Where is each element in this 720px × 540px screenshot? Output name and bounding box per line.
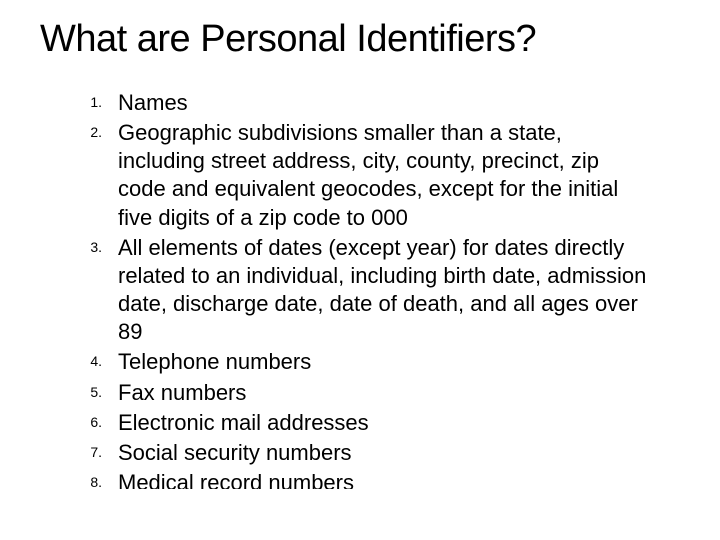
list-item: 3. All elements of dates (except year) f… (88, 234, 650, 347)
list-item: 6. Electronic mail addresses (88, 409, 650, 437)
item-number: 8. (88, 469, 118, 489)
slide-container: What are Personal Identifiers? 1. Names … (0, 0, 720, 489)
item-number: 3. (88, 234, 118, 255)
list-item: 4. Telephone numbers (88, 348, 650, 376)
item-text: Geographic subdivisions smaller than a s… (118, 119, 650, 232)
item-text: Fax numbers (118, 379, 650, 407)
item-text: All elements of dates (except year) for … (118, 234, 650, 347)
item-number: 7. (88, 439, 118, 460)
item-text: Medical record numbers (118, 469, 650, 489)
item-number: 5. (88, 379, 118, 400)
list-item: 7. Social security numbers (88, 439, 650, 467)
item-text: Electronic mail addresses (118, 409, 650, 437)
list-item: 1. Names (88, 89, 650, 117)
item-number: 4. (88, 348, 118, 369)
item-number: 2. (88, 119, 118, 140)
list-item: 2. Geographic subdivisions smaller than … (88, 119, 650, 232)
item-text: Names (118, 89, 650, 117)
identifier-list: 1. Names 2. Geographic subdivisions smal… (40, 89, 680, 489)
item-text: Telephone numbers (118, 348, 650, 376)
item-text: Social security numbers (118, 439, 650, 467)
slide-title: What are Personal Identifiers? (40, 18, 680, 61)
list-item: 8. Medical record numbers (88, 469, 650, 489)
list-item: 5. Fax numbers (88, 379, 650, 407)
item-number: 1. (88, 89, 118, 110)
item-number: 6. (88, 409, 118, 430)
